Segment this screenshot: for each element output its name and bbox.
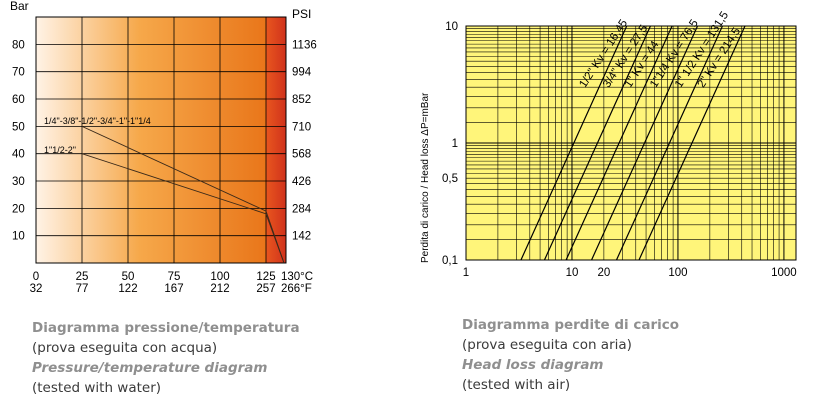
- pt-caption-title-it: Diagramma pressione/temperatura: [32, 320, 300, 336]
- pt-plot-frame: [35, 16, 287, 264]
- pt-fahrenheit-tick-label: 167: [164, 283, 183, 295]
- pt-fahrenheit-tick-label: 257: [256, 283, 275, 295]
- pt-psi-tick-labels: 142 284 426 568 710 852 994 1136: [292, 39, 317, 242]
- pt-celsius-tick-label: 100: [210, 271, 229, 283]
- pt-bar-tick-label: 20: [12, 203, 25, 215]
- pt-series-label-2: 1"1/2-2": [44, 145, 76, 155]
- pt-series-line-2: [81, 153, 285, 264]
- pt-grid: [35, 16, 287, 264]
- hl-caption-subtitle-en: (tested with air): [462, 377, 571, 393]
- pt-psi-tick-label: 852: [292, 94, 311, 106]
- pt-celsius-tick-label: 25: [76, 271, 89, 283]
- pt-celsius-tick-label: 130°C: [281, 271, 313, 283]
- pt-hot-band: [266, 17, 286, 263]
- hl-caption-title-en: Head loss diagram: [462, 357, 604, 373]
- pt-celsius-tick-label: 50: [122, 271, 135, 283]
- pt-bar-tick-label: 40: [12, 149, 25, 161]
- pt-psi-tick-label: 994: [292, 67, 312, 79]
- pt-psi-tick-label: 568: [292, 149, 311, 161]
- pt-bar-tick-label: 80: [12, 39, 25, 51]
- pt-fahrenheit-tick-label: 266°F: [281, 283, 312, 295]
- pt-unit-psi: PSI: [292, 7, 311, 21]
- pt-psi-tick-label: 426: [292, 176, 311, 188]
- pt-bar-tick-label: 10: [12, 231, 25, 243]
- pt-psi-tick-label: 142: [292, 231, 311, 243]
- pt-series-label-1: 1/4"-3/8"-1/2"-3/4"-1"-1"1/4: [44, 116, 151, 126]
- pt-celsius-tick-label: 125: [256, 271, 275, 283]
- pt-fahrenheit-tick-label: 212: [210, 283, 229, 295]
- pt-series-lines: [81, 125, 285, 264]
- hl-caption-subtitle-it: (prova eseguita con aria): [462, 337, 632, 353]
- pt-bar-tick-label: 60: [12, 94, 25, 106]
- pt-bar-tick-label: 30: [12, 176, 25, 188]
- pt-fahrenheit-tick-label: 77: [76, 283, 89, 295]
- pt-celsius-tick-label: 0: [33, 271, 39, 283]
- pt-psi-tick-label: 1136: [292, 39, 317, 51]
- pt-bar-tick-labels: 10 20 30 40 50 60 70 80: [12, 39, 25, 242]
- pt-bar-tick-label: 50: [12, 121, 25, 133]
- pt-caption-title-en: Pressure/temperature diagram: [32, 360, 268, 376]
- pt-fahrenheit-tick-labels: 32 77 122 167 212 257 266°F: [30, 283, 312, 295]
- pt-caption: Diagramma pressione/temperatura (prova e…: [32, 318, 300, 398]
- pt-caption-subtitle-en: (tested with water): [32, 380, 162, 396]
- pt-psi-tick-label: 284: [292, 203, 312, 215]
- pt-celsius-tick-label: 75: [168, 271, 181, 283]
- pt-fahrenheit-tick-label: 32: [30, 283, 43, 295]
- pt-caption-subtitle-it: (prova eseguita con acqua): [32, 340, 218, 356]
- hl-caption-title-it: Diagramma perdite di carico: [462, 317, 680, 333]
- pt-bar-tick-label: 70: [12, 67, 25, 79]
- pt-fahrenheit-tick-label: 122: [118, 283, 137, 295]
- pt-psi-tick-label: 710: [292, 121, 311, 133]
- pt-celsius-tick-labels: 0 25 50 75 100 125 130°C: [33, 271, 313, 283]
- pt-plot-background: [36, 17, 266, 263]
- hl-caption: Diagramma perdite di carico (prova esegu…: [462, 315, 679, 395]
- pt-unit-bar: Bar: [10, 0, 29, 13]
